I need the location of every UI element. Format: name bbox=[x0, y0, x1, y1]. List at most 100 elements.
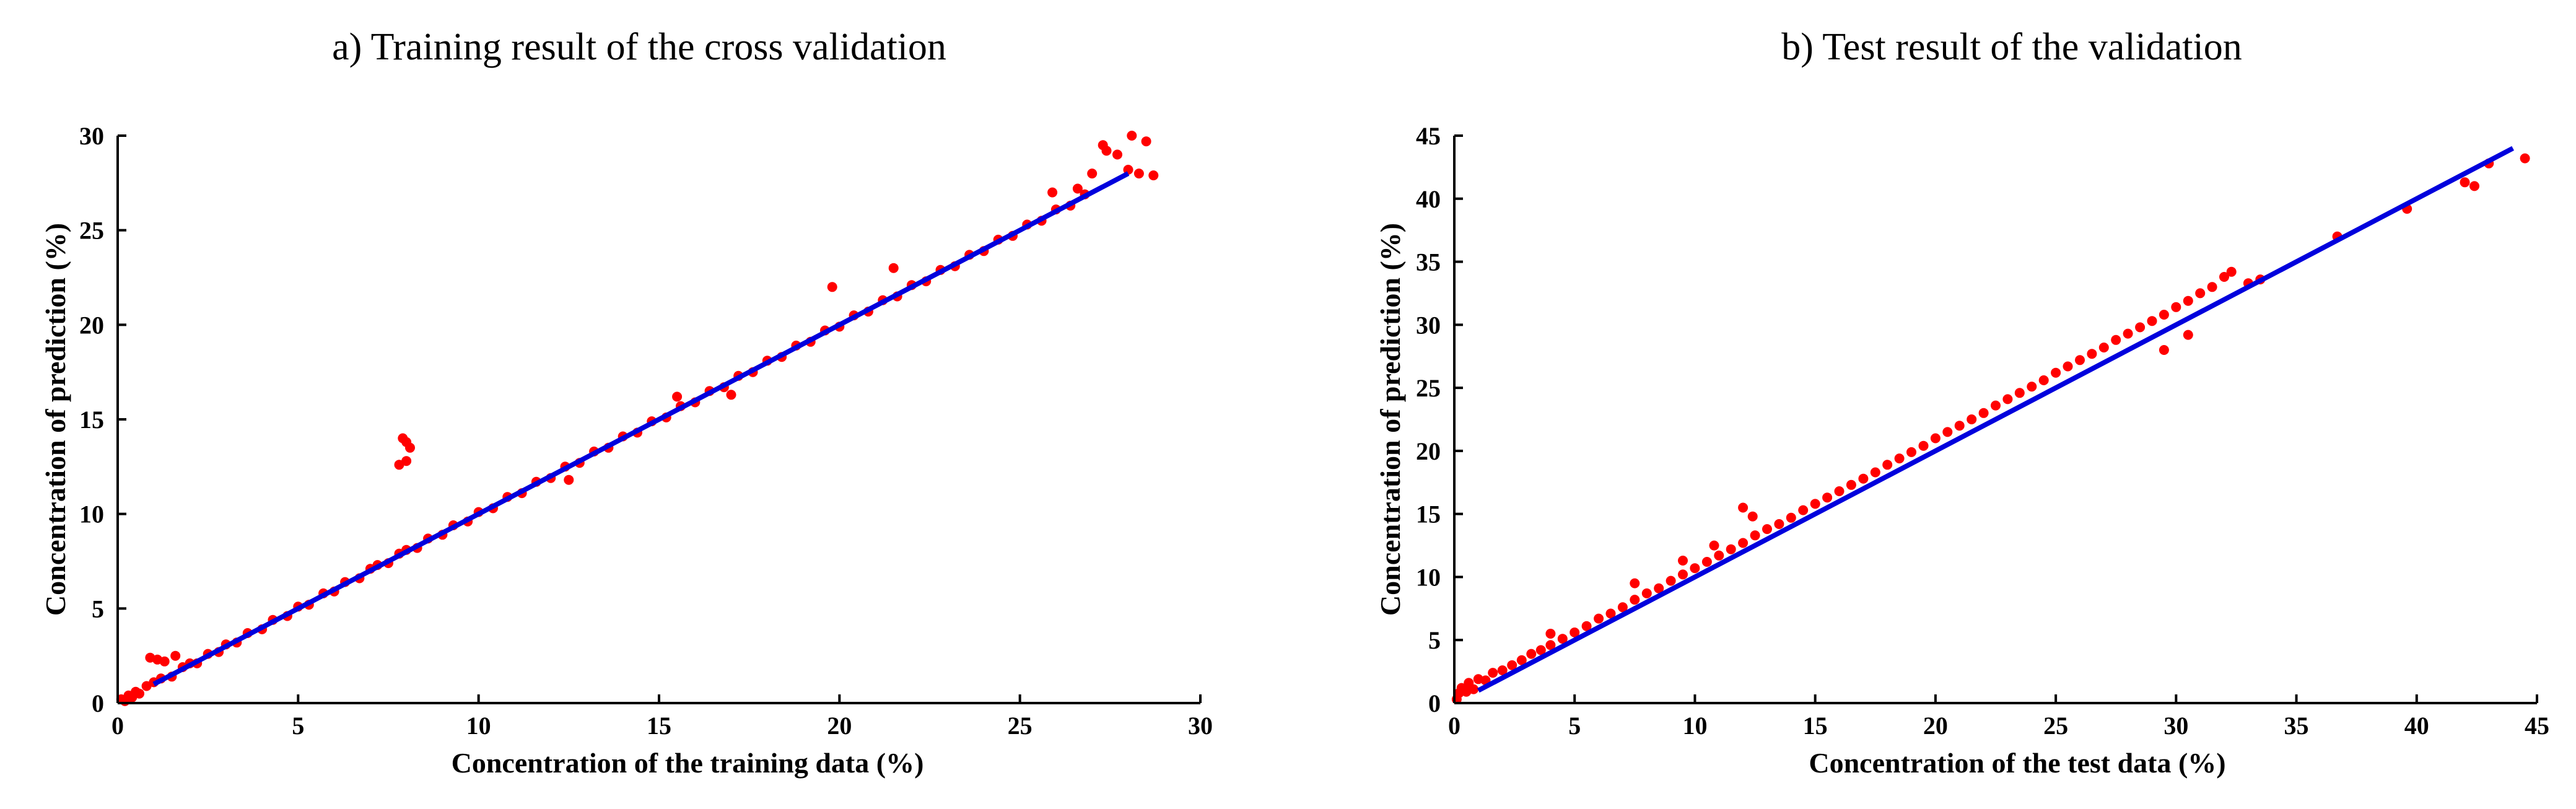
data-point bbox=[2195, 288, 2206, 299]
data-point bbox=[1906, 447, 1916, 457]
data-point bbox=[1810, 499, 1820, 509]
x-tick-label: 15 bbox=[647, 712, 671, 740]
data-point bbox=[1738, 538, 1749, 548]
x-tick-label: 10 bbox=[1682, 712, 1707, 740]
panel-b-fit-line bbox=[1477, 146, 2515, 693]
data-point bbox=[394, 460, 404, 470]
data-point bbox=[2159, 345, 2169, 355]
y-tick-label: 25 bbox=[79, 217, 104, 245]
data-point bbox=[1112, 149, 1122, 160]
data-point bbox=[1738, 502, 1749, 513]
x-tick-label: 20 bbox=[1923, 712, 1948, 740]
data-point bbox=[1516, 655, 1527, 665]
data-point bbox=[1894, 453, 1905, 464]
data-point bbox=[1570, 628, 1580, 637]
x-tick-label: 30 bbox=[2163, 712, 2188, 740]
x-tick-label: 45 bbox=[2525, 712, 2549, 740]
x-tick-label: 10 bbox=[466, 712, 491, 740]
data-point bbox=[1072, 183, 1083, 194]
data-point bbox=[2159, 310, 2169, 320]
data-point bbox=[170, 650, 181, 661]
data-point bbox=[1930, 433, 1941, 444]
data-point bbox=[1557, 634, 1568, 644]
data-point bbox=[2051, 367, 2061, 378]
y-tick-label: 0 bbox=[92, 689, 104, 717]
data-point bbox=[1535, 645, 1546, 655]
data-point bbox=[1750, 530, 1760, 541]
data-point bbox=[1141, 136, 1151, 147]
data-point bbox=[2207, 282, 2217, 292]
y-tick-label: 25 bbox=[1416, 374, 1441, 402]
data-point bbox=[2171, 302, 2181, 312]
data-point bbox=[1798, 505, 1809, 515]
data-point bbox=[1678, 569, 1688, 580]
data-point bbox=[2098, 343, 2109, 352]
data-point bbox=[2075, 355, 2085, 365]
data-point bbox=[1617, 602, 1628, 613]
y-tick-label: 15 bbox=[1416, 501, 1441, 528]
data-point bbox=[2226, 266, 2237, 277]
data-point bbox=[1098, 140, 1108, 151]
panel-b-y-ticks: 0 5 10 15 20 25 30 35 40 45 bbox=[1416, 122, 1463, 717]
panel-b-x-ticks: 0 5 10 15 20 25 30 35 40 45 bbox=[1448, 694, 2549, 740]
data-point bbox=[1991, 400, 2001, 411]
data-point bbox=[1942, 427, 1953, 437]
x-tick-label: 15 bbox=[1803, 712, 1828, 740]
y-tick-label: 40 bbox=[1416, 185, 1441, 213]
data-point bbox=[2002, 394, 2013, 404]
data-point bbox=[1654, 583, 1664, 593]
data-point bbox=[2063, 361, 2073, 372]
data-point bbox=[2520, 153, 2530, 164]
data-point bbox=[1666, 575, 1676, 586]
data-point bbox=[726, 390, 736, 400]
data-point bbox=[1526, 649, 1537, 659]
panel-b-y-label: Concentration of prediction (%) bbox=[1374, 223, 1406, 616]
data-point bbox=[1630, 595, 1640, 605]
data-point bbox=[1822, 492, 1833, 503]
data-point bbox=[1858, 473, 1869, 484]
y-tick-label: 0 bbox=[1428, 689, 1441, 717]
data-point bbox=[1882, 460, 1893, 470]
panel-a-fit-line bbox=[152, 171, 1130, 687]
data-point bbox=[1641, 588, 1652, 598]
data-point bbox=[1774, 519, 1784, 529]
data-point bbox=[1594, 613, 1604, 624]
data-point bbox=[2123, 328, 2133, 339]
data-point bbox=[1834, 486, 1845, 496]
data-point bbox=[1497, 665, 1508, 676]
data-point bbox=[2027, 382, 2037, 392]
data-point bbox=[2111, 335, 2121, 345]
y-tick-label: 15 bbox=[79, 406, 104, 434]
data-point bbox=[1714, 550, 1724, 561]
x-tick-label: 20 bbox=[827, 712, 852, 740]
x-tick-label: 30 bbox=[1188, 712, 1213, 740]
data-point bbox=[1545, 629, 1556, 639]
panel-a-x-label: Concentration of the training data (%) bbox=[452, 747, 924, 779]
y-tick-label: 20 bbox=[79, 311, 104, 339]
data-point bbox=[1690, 563, 1700, 574]
y-tick-label: 30 bbox=[1416, 311, 1441, 339]
data-point bbox=[1870, 467, 1880, 478]
data-point bbox=[1133, 168, 1144, 179]
data-point bbox=[405, 442, 415, 453]
data-point bbox=[2460, 177, 2470, 188]
x-tick-label: 40 bbox=[2404, 712, 2429, 740]
data-point bbox=[2183, 330, 2193, 340]
data-point bbox=[1709, 540, 1719, 551]
y-tick-label: 35 bbox=[1416, 248, 1441, 276]
data-point bbox=[1047, 187, 1058, 198]
x-tick-label: 0 bbox=[111, 712, 124, 740]
y-tick-label: 45 bbox=[1416, 122, 1441, 150]
data-point bbox=[2038, 375, 2049, 385]
data-point bbox=[1762, 524, 1772, 535]
data-point bbox=[1954, 421, 1965, 431]
data-point bbox=[159, 656, 170, 667]
y-tick-label: 30 bbox=[79, 122, 104, 150]
data-point bbox=[1605, 608, 1616, 619]
data-point bbox=[2147, 316, 2157, 326]
panel-a-x-ticks: 0 5 10 15 20 25 30 bbox=[111, 694, 1213, 740]
data-point bbox=[134, 688, 144, 699]
data-point bbox=[672, 391, 683, 402]
data-point bbox=[827, 282, 837, 292]
panel-a-y-label: Concentration of prediction (%) bbox=[40, 223, 71, 616]
